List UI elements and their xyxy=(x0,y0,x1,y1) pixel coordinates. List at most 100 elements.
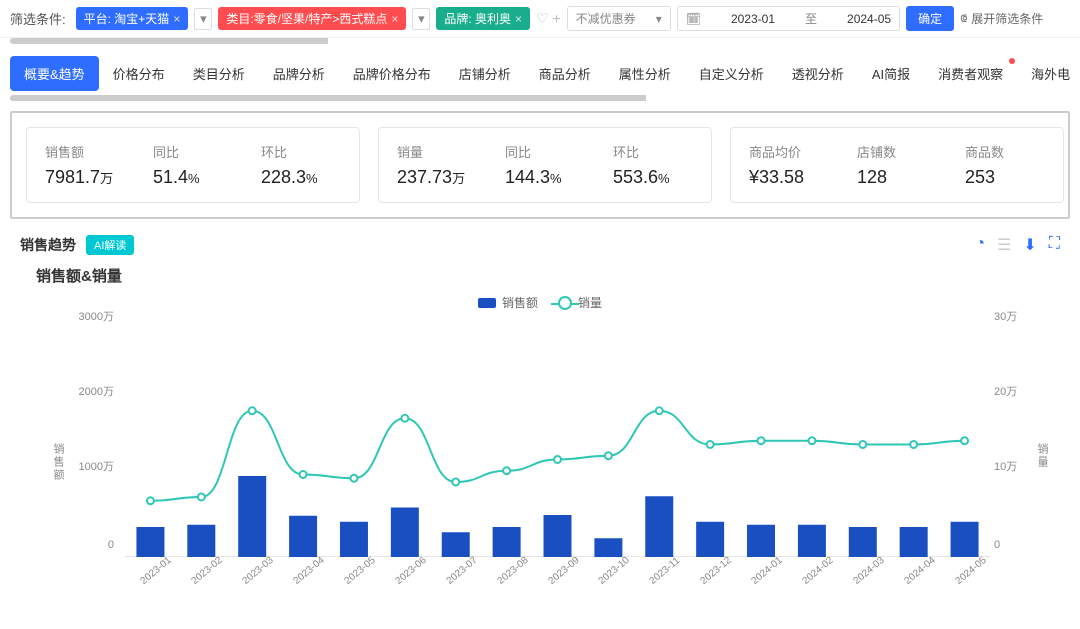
x-tick-label: 2024-01 xyxy=(750,555,785,587)
tab[interactable]: 属性分析 xyxy=(605,56,685,91)
stat-item: 销售额 7981.7万 xyxy=(45,142,125,188)
chart-legend: 销售额 销量 xyxy=(0,290,1080,317)
x-tick-label: 2023-11 xyxy=(648,555,683,587)
chart-tools: ◔ ☰ ⬇ ⛶ xyxy=(975,235,1060,255)
x-tick-label: 2023-03 xyxy=(241,555,276,587)
scrollbar-horizontal[interactable] xyxy=(10,95,1070,101)
stat-value: 51.4% xyxy=(153,167,233,188)
filter-icon: ⟃ xyxy=(960,11,967,26)
stat-value: 144.3% xyxy=(505,167,585,188)
chart-title: 销售额&销量 xyxy=(0,255,1080,290)
legend-item-line[interactable]: 销量 xyxy=(558,294,602,311)
date-range-picker[interactable]: 🗓 2023-01 至 2024-05 xyxy=(677,6,900,31)
trend-title: 销售趋势 xyxy=(20,235,76,255)
y-axis-right-label: 销量 xyxy=(1034,443,1050,469)
tab[interactable]: 类目分析 xyxy=(179,56,259,91)
stat-item: 商品数253 xyxy=(965,142,1045,188)
y-axis-right: 010万20万30万 xyxy=(994,317,1034,557)
tab[interactable]: 消费者观察 xyxy=(924,56,1017,91)
x-tick-label: 2024-03 xyxy=(851,555,886,587)
stat-item: 同比 144.3% xyxy=(505,142,585,188)
filter-bar: 筛选条件: 平台: 淘宝+天猫× ▾ 类目:零食/坚果/特产>西式糕点× ▾ 品… xyxy=(0,0,1080,38)
stat-card-sales: 销售额 7981.7万 同比 51.4% 环比 228.3% xyxy=(26,127,360,203)
caret-down-icon[interactable]: ▾ xyxy=(194,8,212,30)
stat-value: 228.3% xyxy=(261,167,341,188)
expand-filters-button[interactable]: ⟃ 展开筛选条件 xyxy=(960,10,1043,27)
stat-item: 店铺数 128 xyxy=(857,142,937,188)
x-tick-label: 2024-04 xyxy=(902,555,937,587)
tab[interactable]: 海外电 xyxy=(1017,56,1080,91)
stat-value: 253 xyxy=(965,167,1045,188)
stats-panel: 销售额 7981.7万 同比 51.4% 环比 228.3% 销量 237.73万 同比 144… xyxy=(10,111,1070,219)
list-view-icon[interactable]: ☰ xyxy=(997,235,1011,255)
stat-item: 同比 51.4% xyxy=(153,142,233,188)
tabs-bar: 概要&趋势价格分布类目分析品牌分析品牌价格分布店铺分析商品分析属性分析自定义分析… xyxy=(0,50,1080,91)
stat-label: 销售额 xyxy=(45,142,125,161)
chart-area: 销售额 销量 01000万2000万3000万 010万20万30万 2023-… xyxy=(30,317,1050,597)
coupon-select[interactable]: 不减优惠券▾ xyxy=(567,6,671,31)
close-icon[interactable]: × xyxy=(515,12,522,26)
tab[interactable]: 价格分布 xyxy=(99,56,179,91)
stat-value: 553.6% xyxy=(613,167,693,188)
stat-value: 7981.7万 xyxy=(45,167,125,188)
x-axis: 2023-01 2023-02 2023-03 2023-04 2023-05 2023-… xyxy=(125,557,990,597)
x-tick-label: 2023-08 xyxy=(495,555,530,587)
confirm-button[interactable]: 确定 xyxy=(906,6,954,31)
trend-header: 销售趋势 AI解读 ◔ ☰ ⬇ ⛶ xyxy=(0,235,1080,255)
tab[interactable]: 品牌价格分布 xyxy=(339,56,445,91)
tab[interactable]: 透视分析 xyxy=(778,56,858,91)
heart-icon[interactable]: ♡ + xyxy=(536,10,561,27)
ai-interpret-button[interactable]: AI解读 xyxy=(86,235,134,255)
filter-label: 筛选条件: xyxy=(10,9,66,28)
legend-item-bar[interactable]: 销售额 xyxy=(478,294,538,311)
stat-value: 128 xyxy=(857,167,937,188)
x-tick-label: 2023-12 xyxy=(699,555,734,587)
stat-card-volume: 销量 237.73万 同比 144.3% 环比 553.6% xyxy=(378,127,712,203)
tab[interactable]: AI简报 xyxy=(858,56,924,91)
stat-label: 同比 xyxy=(153,142,233,161)
x-tick-label: 2024-05 xyxy=(953,555,988,587)
tab[interactable]: 品牌分析 xyxy=(259,56,339,91)
date-to: 2024-05 xyxy=(847,12,891,26)
tab[interactable]: 概要&趋势 xyxy=(10,56,99,91)
date-from: 2023-01 xyxy=(731,12,775,26)
date-separator: 至 xyxy=(805,10,817,27)
stat-item: 环比 553.6% xyxy=(613,142,693,188)
stat-value: ¥33.58 xyxy=(749,167,829,188)
stat-item: 环比 228.3% xyxy=(261,142,341,188)
x-tick-label: 2023-04 xyxy=(292,555,327,587)
stat-value: 237.73万 xyxy=(397,167,477,188)
stat-item: 商品均价 ¥33.58 xyxy=(749,142,829,188)
filter-tag-platform[interactable]: 平台: 淘宝+天猫× xyxy=(76,7,189,30)
stat-label: 环比 xyxy=(613,142,693,161)
stat-label: 店铺数 xyxy=(857,142,937,161)
x-tick-label: 2023-07 xyxy=(444,555,479,587)
scrollbar-horizontal[interactable] xyxy=(10,38,1070,44)
tab[interactable]: 店铺分析 xyxy=(445,56,525,91)
filter-tag-category[interactable]: 类目:零食/坚果/特产>西式糕点× xyxy=(218,7,406,30)
calendar-icon: 🗓 xyxy=(686,12,701,26)
stat-label: 商品均价 xyxy=(749,142,829,161)
x-tick-label: 2023-01 xyxy=(139,555,174,587)
chart-plot xyxy=(125,317,990,557)
stat-label: 同比 xyxy=(505,142,585,161)
stat-label: 环比 xyxy=(261,142,341,161)
x-tick-label: 2023-02 xyxy=(190,555,225,587)
x-tick-label: 2023-06 xyxy=(393,555,428,587)
stat-card-misc: 商品均价 ¥33.58 店铺数 128 商品数253 xyxy=(730,127,1064,203)
x-tick-label: 2023-09 xyxy=(546,555,581,587)
close-icon[interactable]: × xyxy=(391,12,398,26)
x-tick-label: 2023-05 xyxy=(343,555,378,587)
stat-label: 销量 xyxy=(397,142,477,161)
close-icon[interactable]: × xyxy=(173,12,180,26)
notification-dot xyxy=(1009,58,1015,64)
y-axis-left: 01000万2000万3000万 xyxy=(70,317,120,557)
download-icon[interactable]: ⬇ xyxy=(1023,235,1036,255)
caret-down-icon[interactable]: ▾ xyxy=(412,8,430,30)
stat-item: 销量 237.73万 xyxy=(397,142,477,188)
chart-type-icon[interactable]: ◔ xyxy=(975,235,985,255)
filter-tag-brand[interactable]: 品牌: 奥利奥× xyxy=(436,7,530,30)
tab[interactable]: 商品分析 xyxy=(525,56,605,91)
fullscreen-icon[interactable]: ⛶ xyxy=(1049,235,1060,255)
tab[interactable]: 自定义分析 xyxy=(685,56,778,91)
